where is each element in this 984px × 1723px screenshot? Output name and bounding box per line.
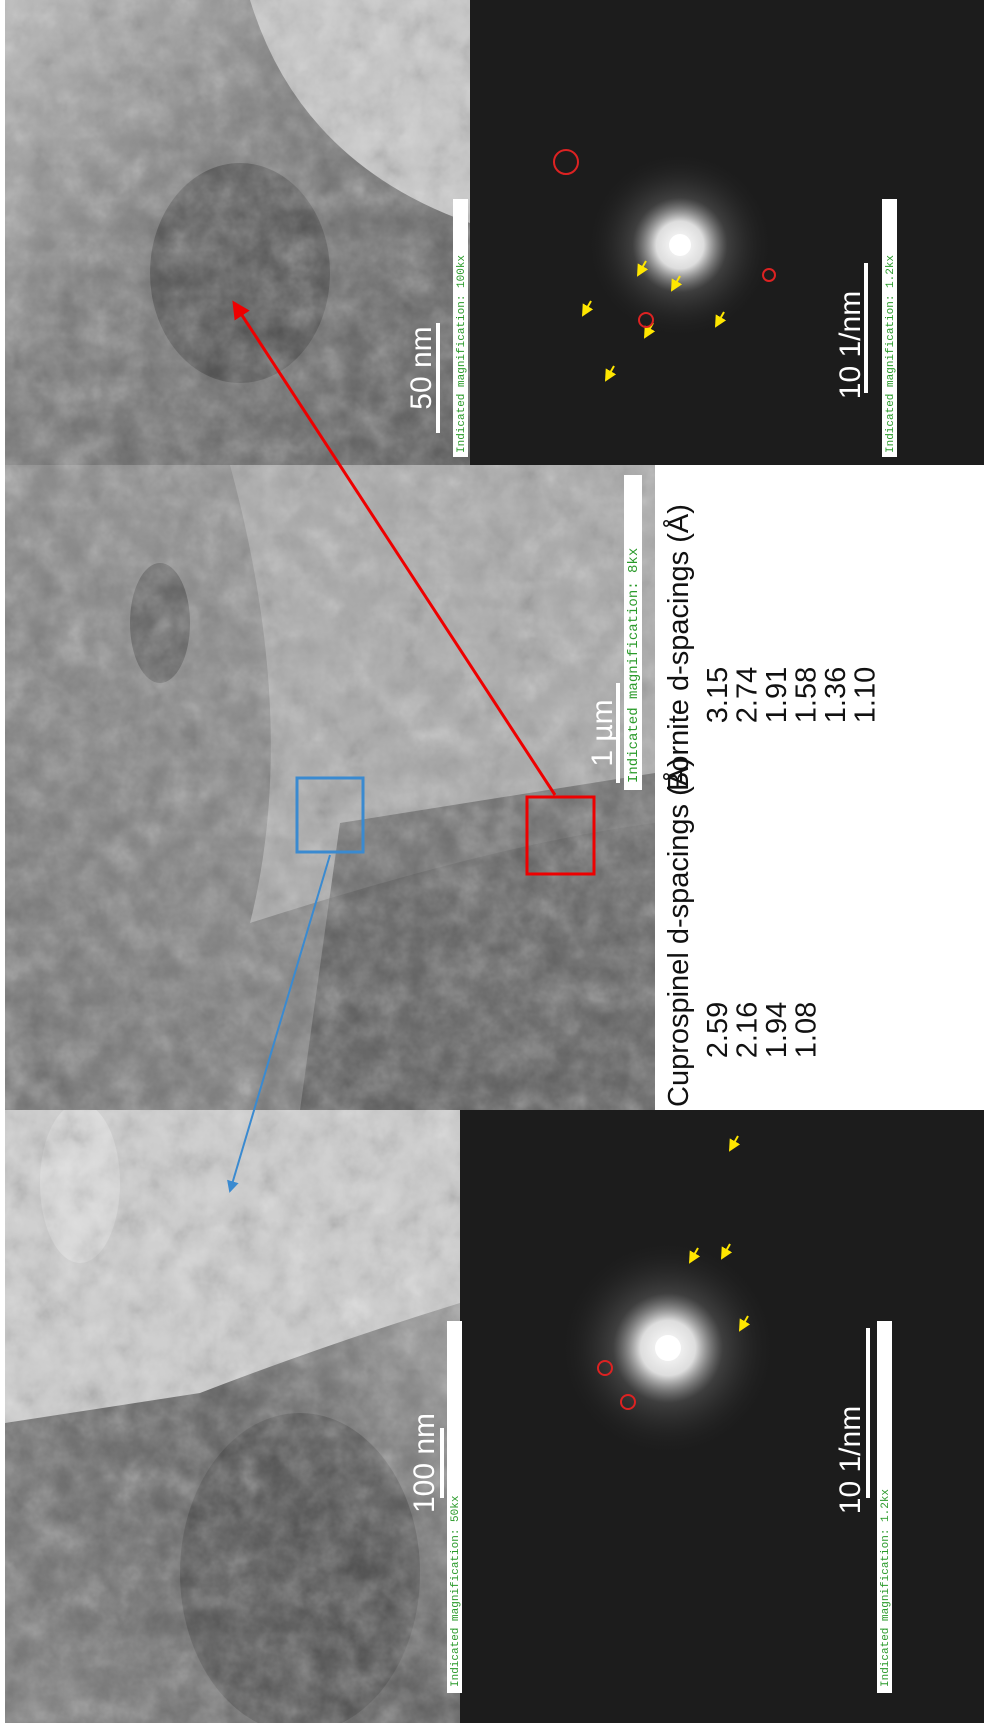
d-spacing-value: 2.74 (732, 667, 764, 723)
diffraction-panel-1 (460, 1110, 984, 1723)
tem-panel-100kx (5, 0, 470, 465)
magnification-label: Indicated magnification: 50kx (450, 1495, 462, 1687)
tem-panel-8kx (5, 465, 655, 1110)
scale-label: 50 nm (405, 326, 438, 409)
d-spacing-value: 1.36 (820, 667, 852, 723)
d-spacing-value: 1.58 (791, 667, 823, 723)
page: 100 nm 10 1/nm 1 µm 50 nm 10 1/nm Indica… (0, 0, 984, 1723)
scale-label: 10 1/nm (834, 1406, 867, 1514)
d-spacing-value: 3.15 (702, 667, 734, 723)
tem-panel-50kx (5, 1103, 460, 1723)
diffraction-panel-2 (470, 0, 984, 465)
column-header: Cuprospinel d-spacings (Å) (662, 757, 695, 1107)
magnification-label: Indicated magnification: 100kx (456, 255, 468, 453)
magnification-label: Indicated magnification: 1.2kx (885, 255, 897, 453)
scale-label: 1 µm (586, 699, 619, 766)
d-spacing-value: 2.16 (732, 1002, 764, 1058)
figure: 100 nm 10 1/nm 1 µm 50 nm 10 1/nm Indica… (0, 0, 984, 1723)
scale-label: 10 1/nm (834, 291, 867, 399)
column-header: Bornite d-spacings (Å) (662, 504, 695, 791)
d-spacing-value: 1.10 (850, 667, 882, 723)
d-spacing-value: 1.91 (761, 667, 793, 723)
d-spacing-value: 1.94 (761, 1002, 793, 1058)
magnification-label: Indicated magnification: 1.2kx (880, 1489, 892, 1687)
magnification-label: Indicated magnification: 8kx (626, 548, 642, 783)
d-spacing-value: 2.59 (702, 1002, 734, 1058)
scale-label: 100 nm (408, 1413, 441, 1513)
d-spacing-value: 1.08 (791, 1002, 823, 1058)
